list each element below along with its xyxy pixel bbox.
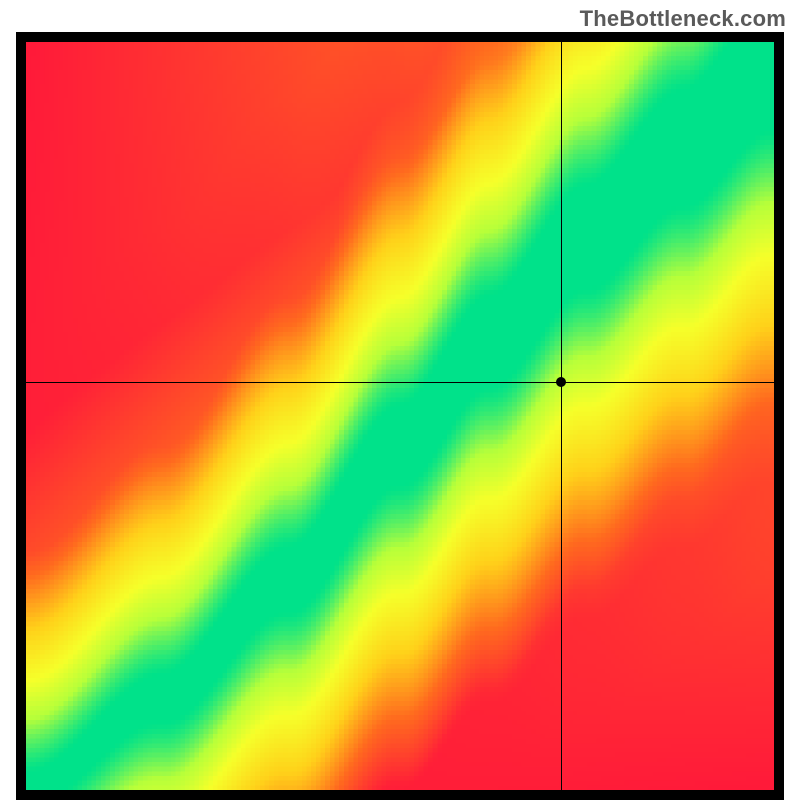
heatmap-canvas-wrap — [26, 42, 774, 790]
chart-container: TheBottleneck.com — [0, 0, 800, 800]
crosshair-vertical — [561, 42, 562, 790]
bottleneck-heatmap — [26, 42, 774, 790]
watermark-text: TheBottleneck.com — [580, 6, 786, 32]
crosshair-horizontal — [26, 382, 774, 383]
